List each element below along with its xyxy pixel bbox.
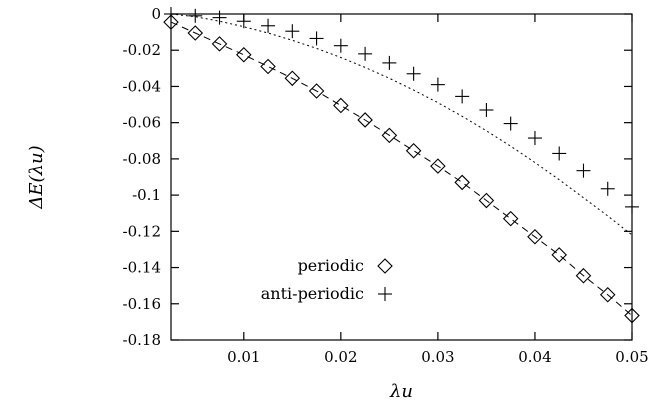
legend: periodic anti-periodic [261,256,393,303]
periodic-point [381,127,398,144]
anti-periodic-point [382,55,397,70]
x-tick-label: 0.01 [227,348,260,366]
x-tick-label: 0.05 [615,348,648,366]
y-tick-label: 0 [151,5,161,23]
y-tick-label: -0.06 [123,114,161,132]
y-tick-label: -0.08 [123,150,161,168]
anti-periodic-point [503,116,518,131]
y-tick-label: -0.12 [123,222,161,240]
y-tick-label: -0.02 [123,41,161,59]
y-axis-label: ΔE(λu) [26,145,47,209]
legend-symbols [377,258,393,301]
y-tick-label: -0.18 [123,331,161,349]
periodic-point [405,142,422,159]
anti-periodic-point [261,18,276,33]
y-tick-label: -0.14 [123,259,161,277]
anti-periodic-point [285,24,300,39]
periodic-point [430,158,446,174]
periodic-point [260,58,276,75]
periodic-point [236,46,252,63]
legend-label-anti-periodic: anti-periodic [261,284,364,303]
y-tick-label: -0.16 [123,295,161,313]
legend-label-periodic: periodic [298,256,364,275]
anti-periodic-point [309,31,324,46]
periodic-point [308,83,325,99]
anti-periodic-point [552,146,567,161]
x-tick-label: 0.04 [518,348,551,366]
anti-periodic-point [527,131,542,146]
anti-periodic-point [358,46,373,61]
anti-periodic-point [479,102,494,117]
periodic-point [333,97,349,114]
fit-line-dashed [170,21,633,316]
anti-periodic-point [455,89,470,104]
plot-frame [170,13,633,341]
y-tick-label: -0.04 [123,77,161,95]
anti-periodic-point [576,163,591,178]
periodic-point [599,286,616,303]
anti-periodic-point [406,66,421,81]
legend-symbol-anti-periodic [378,287,392,301]
y-tick-label: -0.1 [132,186,161,204]
periodic-point [284,70,301,87]
fit-lines [170,13,633,316]
data-markers [163,7,640,324]
periodic-point [575,267,592,284]
periodic-point [551,247,567,263]
anti-periodic-point [430,77,445,92]
legend-symbol-periodic [377,258,393,274]
anti-periodic-point [333,38,348,53]
periodic-point [211,36,228,52]
anti-periodic-point [600,181,615,196]
fit-line-dotted [170,13,633,236]
x-tick-label: 0.02 [324,348,357,366]
x-tick-label: 0.03 [421,348,454,366]
x-axis-label: λu [389,381,413,402]
periodic-point [454,174,470,191]
axis-ticks: 0.01 0.02 0.03 0.04 0.05 0 -0.02 -0.04 -0.06 -0.0… [123,5,649,366]
periodic-point [357,112,373,128]
periodic-point [502,210,519,227]
periodic-point [187,25,204,41]
anti-periodic-point [188,8,203,23]
anti-periodic-point [212,10,227,25]
periodic-point [478,192,495,209]
periodic-point [527,228,543,245]
